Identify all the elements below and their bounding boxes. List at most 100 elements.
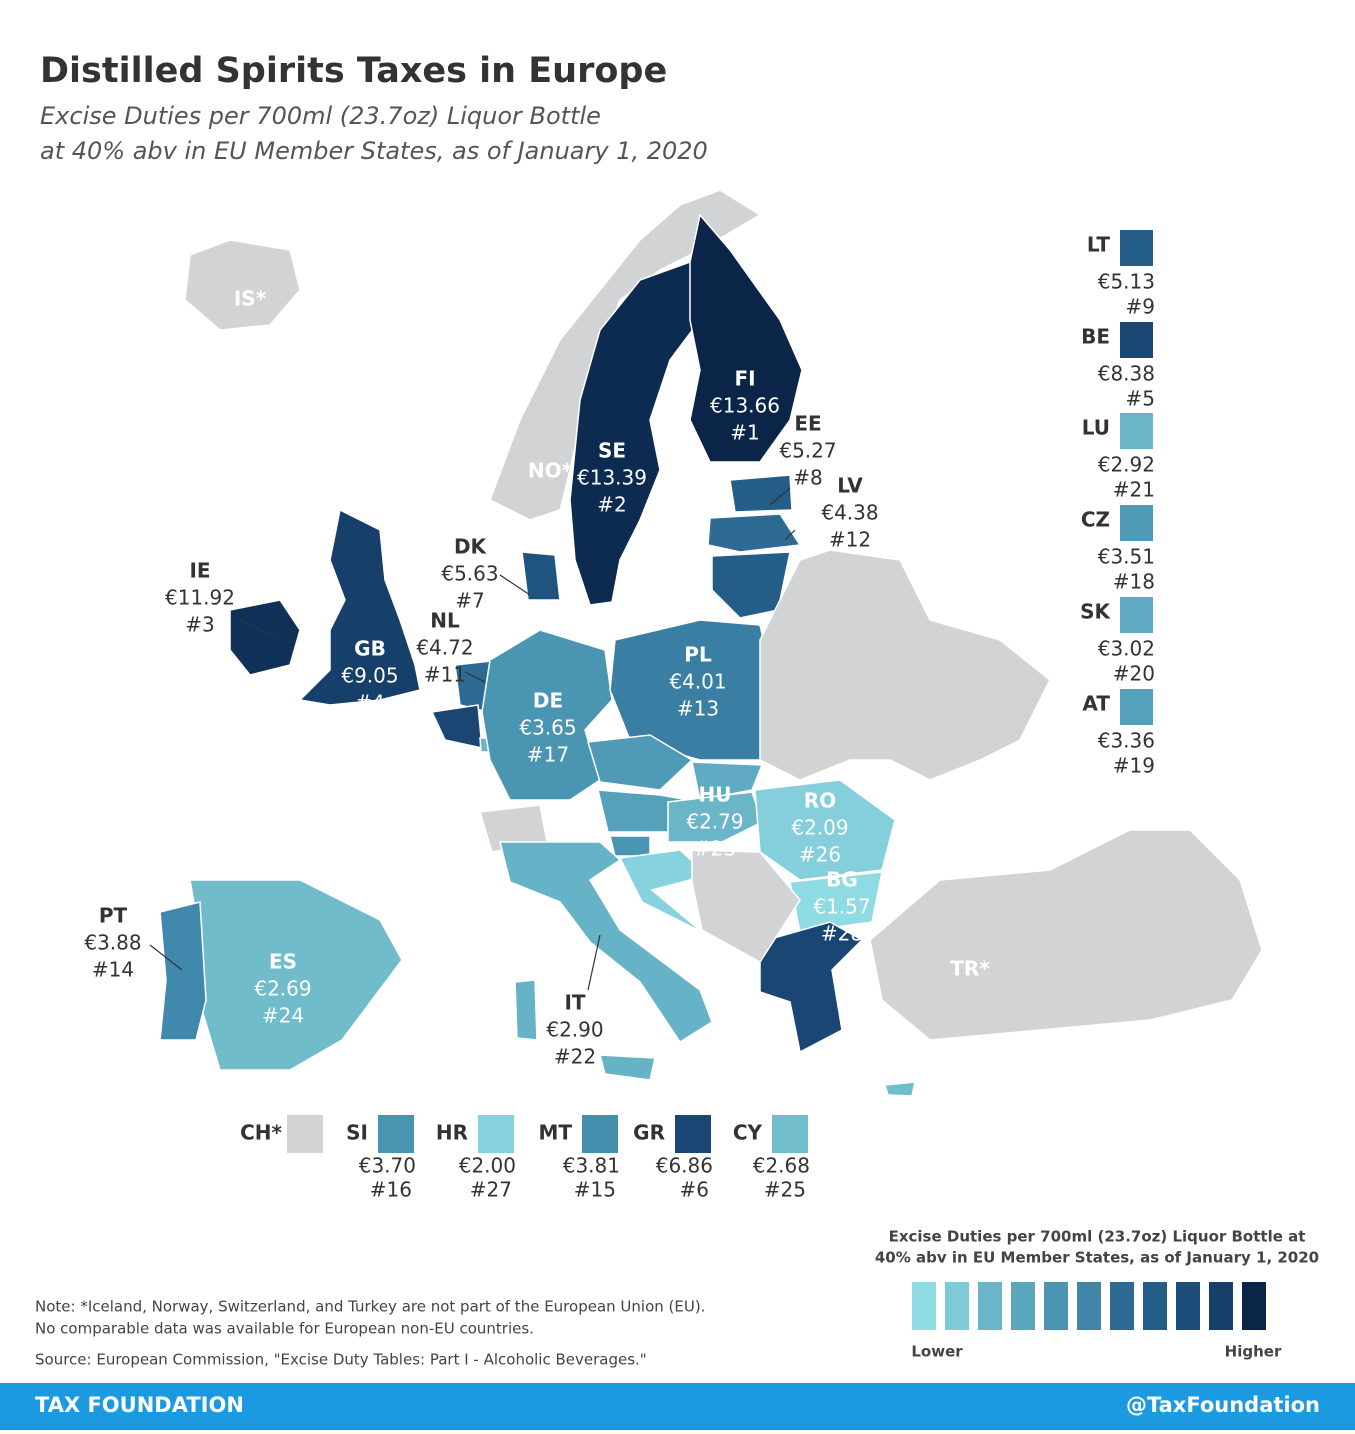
note: Note: *Iceland, Norway, Switzerland, and…	[35, 1298, 705, 1316]
country-value: €3.36	[1098, 729, 1155, 753]
subtitle: at 40% abv in EU Member States, as of Ja…	[40, 137, 708, 165]
country-rank: #23	[694, 837, 736, 861]
country-code: CZ	[1081, 508, 1110, 532]
country-rank: #20	[1113, 662, 1155, 686]
country-swatch	[478, 1115, 514, 1153]
country-shape	[689, 213, 803, 463]
country-shape	[707, 513, 802, 553]
country-rank: #7	[455, 589, 484, 613]
country-value: €2.79	[686, 810, 743, 834]
source: Source: European Commission, "Excise Dut…	[35, 1351, 647, 1369]
leader-line	[239, 619, 279, 639]
non-eu-label: NO*	[528, 459, 573, 483]
country-rank: #25	[764, 1178, 806, 1202]
map-labels: FI €13.66 #1 SE €13.39 #2 EE €5.27 #8 LV €4.38 #12 D…	[84, 230, 1266, 1330]
country-rank: #24	[262, 1004, 304, 1028]
non-eu-label: IS*	[234, 287, 267, 311]
country-shape	[298, 508, 421, 706]
country-rank: #10	[392, 859, 434, 883]
country-code: PL	[684, 643, 712, 667]
country-value: €5.27	[779, 439, 836, 463]
country-value: €3.81	[563, 1154, 620, 1178]
country-swatch	[1120, 689, 1153, 725]
leader-line	[149, 944, 183, 971]
country-rank: #15	[574, 1178, 616, 1202]
non-eu-label: CH*	[240, 1121, 282, 1145]
country-shape	[569, 260, 701, 606]
country-rank: #8	[793, 466, 822, 490]
country-value: €3.51	[1098, 545, 1155, 569]
country-code: SK	[1080, 600, 1111, 624]
country-value: €2.69	[254, 977, 311, 1001]
legend-swatch	[1242, 1282, 1266, 1330]
legend-swatch	[1209, 1282, 1233, 1330]
country-shape	[759, 549, 1051, 781]
country-shape	[514, 979, 538, 1041]
footer-handle: @TaxFoundation	[1126, 1393, 1320, 1417]
country-code: IT	[564, 991, 585, 1015]
country-value: €3.02	[1098, 637, 1155, 661]
country-value: €3.70	[359, 1154, 416, 1178]
country-shape	[711, 551, 791, 619]
legend-swatch	[912, 1282, 936, 1330]
country-rank: #1	[730, 421, 759, 445]
note: No comparable data was available for Eur…	[35, 1320, 534, 1338]
country-code: AT	[1082, 692, 1110, 716]
country-value: €13.66	[710, 394, 780, 418]
country-code: FR	[398, 805, 427, 829]
country-value: €9.05	[341, 664, 398, 688]
country-rank: #9	[1126, 295, 1155, 319]
country-swatch	[1120, 230, 1153, 266]
legend-high: Higher	[1225, 1343, 1282, 1361]
country-swatch	[675, 1115, 711, 1153]
country-code: DE	[533, 689, 563, 713]
country-rank: #4	[355, 691, 384, 715]
country-code: LU	[1082, 416, 1110, 440]
country-code: MT	[538, 1121, 572, 1145]
country-code: IE	[189, 559, 210, 583]
country-code: HR	[436, 1121, 468, 1145]
leader-line	[587, 934, 601, 991]
country-code: SE	[598, 439, 626, 463]
footer-brand: TAX FOUNDATION	[35, 1393, 244, 1417]
country-shape	[618, 849, 704, 933]
country-rank: #18	[1113, 570, 1155, 594]
country-code: GB	[354, 637, 386, 661]
country-code: NL	[430, 609, 460, 633]
country-code: SI	[346, 1121, 368, 1145]
country-value: €2.00	[459, 1154, 516, 1178]
country-rank: #11	[424, 663, 466, 687]
legend-swatch	[1077, 1282, 1101, 1330]
legend-swatch	[1143, 1282, 1167, 1330]
country-swatch	[1120, 322, 1153, 358]
country-code: HU	[699, 783, 732, 807]
country-code: DK	[454, 535, 488, 559]
country-swatch	[772, 1115, 808, 1153]
legend-swatch	[978, 1282, 1002, 1330]
country-shape	[229, 599, 301, 676]
country-swatch	[582, 1115, 618, 1153]
country-shape	[189, 879, 403, 1071]
country-shape	[609, 835, 651, 857]
country-swatch	[1120, 413, 1153, 449]
country-value: €5.13	[1098, 270, 1155, 294]
map	[159, 189, 1263, 1097]
footer-bar	[0, 1383, 1355, 1430]
country-swatch	[1120, 597, 1153, 633]
title: Distilled Spirits Taxes in Europe	[40, 51, 667, 91]
country-shape	[499, 841, 713, 1044]
non-eu-swatch	[287, 1115, 323, 1153]
country-rank: #26	[799, 843, 841, 867]
country-value: €2.92	[1098, 453, 1155, 477]
country-value: €3.65	[519, 716, 576, 740]
country-shape	[691, 849, 801, 963]
country-shape	[869, 829, 1263, 1041]
country-rank: #14	[92, 958, 134, 982]
country-rank: #17	[527, 743, 569, 767]
country-shape	[759, 921, 864, 1054]
country-value: €4.38	[821, 501, 878, 525]
non-eu-label: TR*	[950, 957, 990, 981]
leader-line	[464, 671, 486, 683]
legend-swatch	[945, 1282, 969, 1330]
